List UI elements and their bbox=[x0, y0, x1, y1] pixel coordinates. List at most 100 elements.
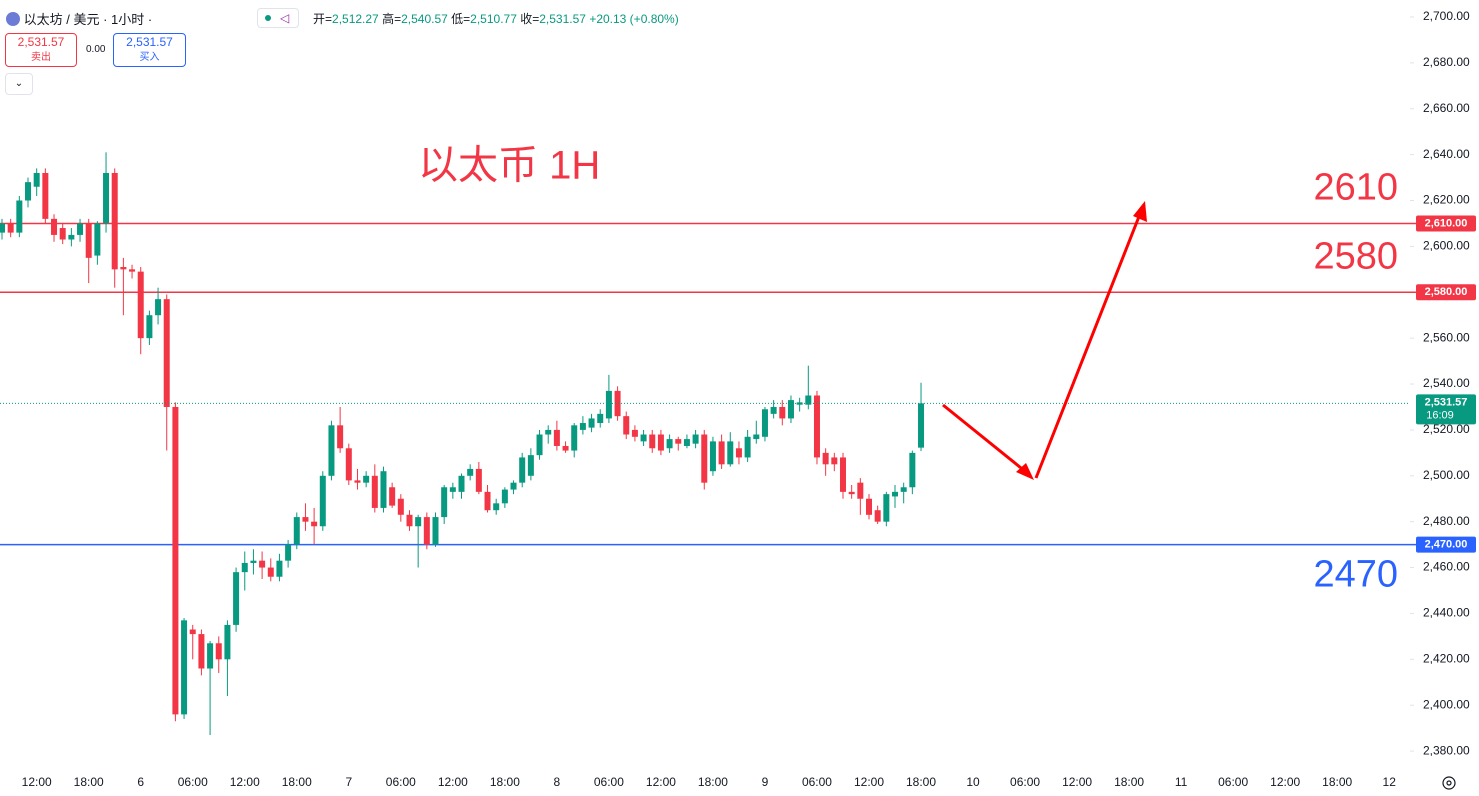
y-tick-label: 2,420.00 bbox=[1423, 651, 1470, 665]
x-tick-label: 18:00 bbox=[74, 775, 104, 789]
candle-body bbox=[918, 403, 925, 448]
arrow-head bbox=[1133, 201, 1147, 222]
level-tag bbox=[1416, 284, 1476, 301]
candle-body bbox=[189, 629, 196, 635]
y-tick-label: 2,500.00 bbox=[1423, 468, 1470, 482]
sell-button[interactable]: 2,531.57 卖出 bbox=[5, 33, 77, 67]
candle-body bbox=[285, 544, 292, 561]
candle-body bbox=[137, 271, 144, 339]
sell-price[interactable]: 2,531.57 bbox=[17, 35, 65, 49]
x-tick-label: 12:00 bbox=[854, 775, 884, 789]
candle-body bbox=[120, 267, 127, 270]
candle-body bbox=[475, 468, 482, 492]
candle-body bbox=[94, 223, 101, 256]
candle-body bbox=[718, 441, 725, 465]
candle-body bbox=[259, 560, 266, 568]
candle-body bbox=[839, 457, 846, 492]
candle-body bbox=[441, 487, 448, 518]
sell-label[interactable]: 卖出 bbox=[31, 52, 51, 63]
candle-body bbox=[900, 487, 907, 492]
y-tick-label: 2,380.00 bbox=[1423, 743, 1470, 757]
x-tick-label: 9 bbox=[762, 775, 769, 789]
y-tick-label: 2,400.00 bbox=[1423, 697, 1470, 711]
x-tick-label: 10 bbox=[966, 775, 980, 789]
candle-body bbox=[892, 491, 899, 497]
buy-button[interactable]: 2,531.57 买入 bbox=[113, 33, 186, 67]
candle-body bbox=[484, 491, 491, 511]
candle-body bbox=[614, 390, 621, 417]
y-tick-label: 2,540.00 bbox=[1423, 376, 1470, 390]
ohlc-value: 2,540.57 bbox=[401, 12, 448, 26]
candle-body bbox=[224, 624, 231, 660]
last-price-label: 2,531.57 bbox=[1425, 396, 1468, 408]
gear-center[interactable] bbox=[1446, 780, 1452, 786]
status-badge[interactable]: ◁ bbox=[257, 8, 299, 28]
candle-body bbox=[33, 172, 40, 187]
collapse-toggle[interactable]: ⌄ bbox=[5, 73, 33, 95]
candle-body bbox=[267, 567, 274, 577]
candle-body bbox=[735, 448, 742, 458]
candle-body bbox=[787, 400, 794, 419]
y-tick-label: 2,520.00 bbox=[1423, 422, 1470, 436]
level-text: 2470 bbox=[1313, 554, 1398, 596]
candle-body bbox=[753, 434, 760, 440]
candle-body bbox=[172, 406, 179, 715]
x-tick-label: 12:00 bbox=[1270, 775, 1300, 789]
candle-body bbox=[605, 390, 612, 419]
x-tick-label: 12:00 bbox=[646, 775, 676, 789]
candle-body bbox=[389, 487, 396, 506]
candle-body bbox=[649, 434, 656, 449]
candle-body bbox=[311, 521, 318, 527]
x-tick-label: 12:00 bbox=[230, 775, 260, 789]
candle-body bbox=[146, 315, 153, 339]
x-tick-label: 18:00 bbox=[282, 775, 312, 789]
spread: 0.00 bbox=[86, 44, 106, 55]
candle-body bbox=[683, 439, 690, 446]
buy-label[interactable]: 买入 bbox=[139, 52, 160, 63]
candle-body bbox=[501, 489, 508, 504]
candle-body bbox=[458, 475, 465, 492]
buy-price[interactable]: 2,531.57 bbox=[126, 35, 173, 49]
y-tick-label: 2,620.00 bbox=[1423, 193, 1470, 207]
candle-body bbox=[519, 457, 526, 483]
candle-body bbox=[866, 498, 872, 515]
candle-body bbox=[423, 517, 430, 545]
candle-body bbox=[181, 620, 188, 715]
settings-icon[interactable] bbox=[1442, 776, 1456, 790]
candle-body bbox=[657, 434, 664, 451]
level-text: 2610 bbox=[1313, 166, 1398, 208]
gear[interactable] bbox=[1442, 776, 1456, 790]
y-tick-label: 2,440.00 bbox=[1423, 606, 1470, 620]
candle-body bbox=[831, 457, 838, 465]
candle-body bbox=[337, 425, 344, 449]
y-tick-label: 2,600.00 bbox=[1423, 239, 1470, 253]
x-tick-label: 06:00 bbox=[178, 775, 208, 789]
ohlc-label: 低= bbox=[451, 12, 471, 26]
arrows bbox=[942, 201, 1147, 480]
candle-body bbox=[796, 402, 803, 405]
x-tick-label: 06:00 bbox=[1218, 775, 1248, 789]
candle-body bbox=[319, 475, 326, 527]
candle-body bbox=[198, 634, 205, 669]
x-tick-label: 7 bbox=[345, 775, 352, 789]
candle-body bbox=[822, 452, 829, 465]
x-tick-label: 18:00 bbox=[1114, 775, 1144, 789]
candle-body bbox=[215, 643, 222, 660]
ohlc-legend: 开=2,512.27 高=2,540.57 低=2,510.77 收=2,531… bbox=[313, 10, 679, 27]
candle-body bbox=[857, 482, 864, 499]
candle-body bbox=[536, 434, 543, 456]
ohlc-value: 2,510.77 bbox=[470, 12, 517, 26]
candle-body bbox=[579, 423, 586, 430]
symbol[interactable]: 以太坊 / 美元 · 1小时 · bbox=[23, 12, 153, 27]
candle-body bbox=[68, 234, 75, 240]
candle-body bbox=[779, 406, 786, 419]
candle-body bbox=[293, 517, 300, 545]
candle-body bbox=[276, 560, 283, 577]
x-tick-label: 6 bbox=[137, 775, 144, 789]
candle-body bbox=[42, 172, 49, 219]
annotation: 以太币 1H bbox=[418, 144, 600, 188]
candle-body bbox=[111, 172, 118, 270]
level-text: 2580 bbox=[1313, 235, 1398, 277]
candle-body bbox=[813, 395, 820, 458]
candle-body bbox=[155, 299, 162, 316]
